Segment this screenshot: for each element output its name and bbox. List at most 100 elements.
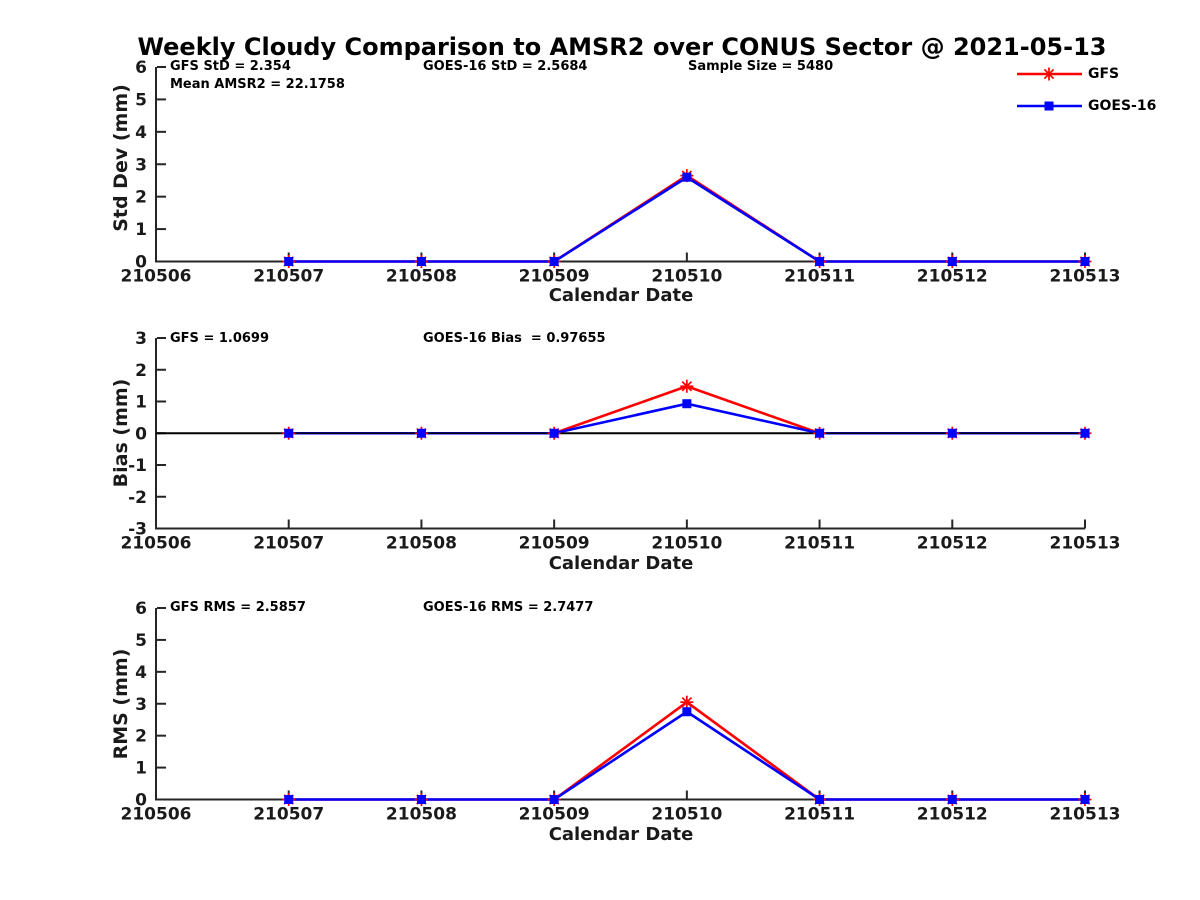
- y-tick-label: 6: [135, 599, 147, 619]
- legend-label-gfs: GFS: [1088, 66, 1120, 82]
- series-line-GFS: [288, 700, 1085, 801]
- marker-GOES-16: [416, 428, 426, 438]
- y-tick-label: 6: [135, 58, 147, 78]
- legend-marker-GFS: [1042, 67, 1056, 81]
- y-tick-label: 5: [135, 631, 147, 651]
- x-tick-label: 210508: [386, 805, 457, 825]
- marker-GOES-16: [815, 257, 825, 266]
- y-tick-label: -1: [128, 456, 147, 476]
- marker-GOES-16: [947, 428, 957, 438]
- x-tick-label: 210507: [253, 534, 324, 554]
- marker-GOES-16: [284, 257, 294, 266]
- subplot-bias: -3 -2 -1 0 1 2 3 210506 210507 210508 210509 210510…: [121, 329, 1121, 554]
- marker-GOES-16: [1080, 795, 1090, 804]
- legend-samples: [1017, 67, 1082, 111]
- y-tick-label: 0: [135, 253, 147, 273]
- x-tick-label: 210512: [917, 267, 988, 287]
- y-tick-label: 0: [135, 424, 147, 444]
- marker-GOES-16: [682, 399, 692, 409]
- x-tick-label: 210510: [651, 534, 722, 554]
- series-line-GOES-16: [288, 710, 1085, 801]
- x-tick-label: 210513: [1050, 534, 1121, 554]
- y-tick-label: 3: [135, 155, 147, 175]
- y-tick-label: 1: [135, 759, 147, 779]
- y-tick-label: 4: [135, 663, 147, 683]
- marker-GOES-16: [947, 795, 957, 804]
- marker-GOES-16: [416, 795, 426, 804]
- marker-GOES-16: [947, 257, 957, 266]
- x-tick-label: 210507: [253, 805, 324, 825]
- y-tick-label: 5: [135, 90, 147, 110]
- x-tick-label: 210506: [121, 267, 192, 287]
- x-tick-label: 210509: [519, 534, 590, 554]
- marker-GOES-16: [416, 257, 426, 266]
- x-tick-label: 210512: [917, 805, 988, 825]
- subplot-rms: 0 1 2 3 4 5 6 210506 210507 210508 210509 210510 210…: [121, 599, 1121, 825]
- marker-GOES-16: [549, 257, 559, 266]
- chart-title: Weekly Cloudy Comparison to AMSR2 over C…: [137, 33, 1107, 61]
- x-tick-label: 210510: [651, 267, 722, 287]
- y-tick-label: 1: [135, 220, 147, 240]
- marker-stroke: [681, 381, 693, 392]
- subplot-std-dev: 0 1 2 3 4 5 6 210506 210507 210508 210509 210510 210…: [121, 58, 1121, 287]
- annotation-goes16-rms: GOES-16 RMS = 2.7477: [423, 600, 594, 615]
- x-tick-label: 210510: [651, 805, 722, 825]
- x-tick-label: 210511: [784, 805, 855, 825]
- annotation-gfs-std: GFS StD = 2.354: [170, 59, 291, 74]
- annotation-goes16-std: GOES-16 StD = 2.5684: [423, 59, 588, 74]
- y-tick-label: 4: [135, 123, 147, 143]
- marker-GOES-16: [549, 428, 559, 438]
- x-tick-label: 210513: [1050, 267, 1121, 287]
- marker-GOES-16: [549, 795, 559, 804]
- x-tick-label: 210513: [1050, 805, 1121, 825]
- y-tick-label: -2: [128, 488, 147, 508]
- marker-GOES-16: [1080, 257, 1090, 266]
- marker-GOES-16: [815, 428, 825, 438]
- marker-GOES-16: [284, 795, 294, 804]
- y-tick-label: 1: [135, 393, 147, 413]
- series-line-GFS: [288, 174, 1085, 263]
- x-tick-label: 210511: [784, 267, 855, 287]
- legend-label-goes16: GOES-16: [1088, 98, 1157, 114]
- y-tick-label: 2: [135, 188, 147, 208]
- marker-stroke: [1043, 68, 1055, 80]
- x-axis-label-calendar-date-1: Calendar Date: [548, 285, 694, 306]
- y-axis-label-std-dev: Std Dev (mm): [110, 84, 132, 232]
- y-tick-label: 2: [135, 361, 147, 381]
- legend-marker-GOES-16: [1044, 101, 1054, 111]
- marker-GFS: [680, 379, 694, 393]
- annotation-sample-size: Sample Size = 5480: [688, 59, 834, 74]
- x-tick-label: 210512: [917, 534, 988, 554]
- annotation-goes16-bias: GOES-16 Bias = 0.97655: [423, 331, 606, 346]
- marker-GOES-16: [1080, 428, 1090, 438]
- x-axis-label-calendar-date-3: Calendar Date: [548, 824, 694, 845]
- x-tick-label: 210506: [121, 805, 192, 825]
- annotation-gfs-rms: GFS RMS = 2.5857: [170, 600, 306, 615]
- x-tick-label: 210509: [519, 805, 590, 825]
- annotation-mean-amsr2: Mean AMSR2 = 22.1758: [170, 77, 345, 92]
- x-axis-label-calendar-date-2: Calendar Date: [548, 553, 694, 574]
- series-line-GOES-16: [288, 175, 1085, 263]
- y-axis-label-rms: RMS (mm): [110, 648, 132, 760]
- marker-GFS: [680, 695, 694, 709]
- annotation-gfs-bias: GFS = 1.0699: [170, 331, 270, 346]
- marker-GOES-16: [682, 707, 692, 717]
- x-tick-label: 210509: [519, 267, 590, 287]
- marker-GOES-16: [815, 795, 825, 804]
- x-tick-label: 210511: [784, 534, 855, 554]
- y-tick-label: 3: [135, 695, 147, 715]
- y-tick-label: 0: [135, 791, 147, 811]
- y-axis-label-bias: Bias (mm): [110, 378, 132, 488]
- x-tick-label: 210507: [253, 267, 324, 287]
- y-tick-label: 2: [135, 727, 147, 747]
- marker-GOES-16: [284, 428, 294, 438]
- x-tick-label: 210508: [386, 534, 457, 554]
- x-tick-label: 210506: [121, 534, 192, 554]
- marker-GOES-16: [682, 172, 692, 182]
- marker-stroke: [681, 696, 693, 708]
- y-tick-label: 3: [135, 329, 147, 349]
- x-tick-label: 210508: [386, 267, 457, 287]
- series-line-GFS: [288, 384, 1085, 435]
